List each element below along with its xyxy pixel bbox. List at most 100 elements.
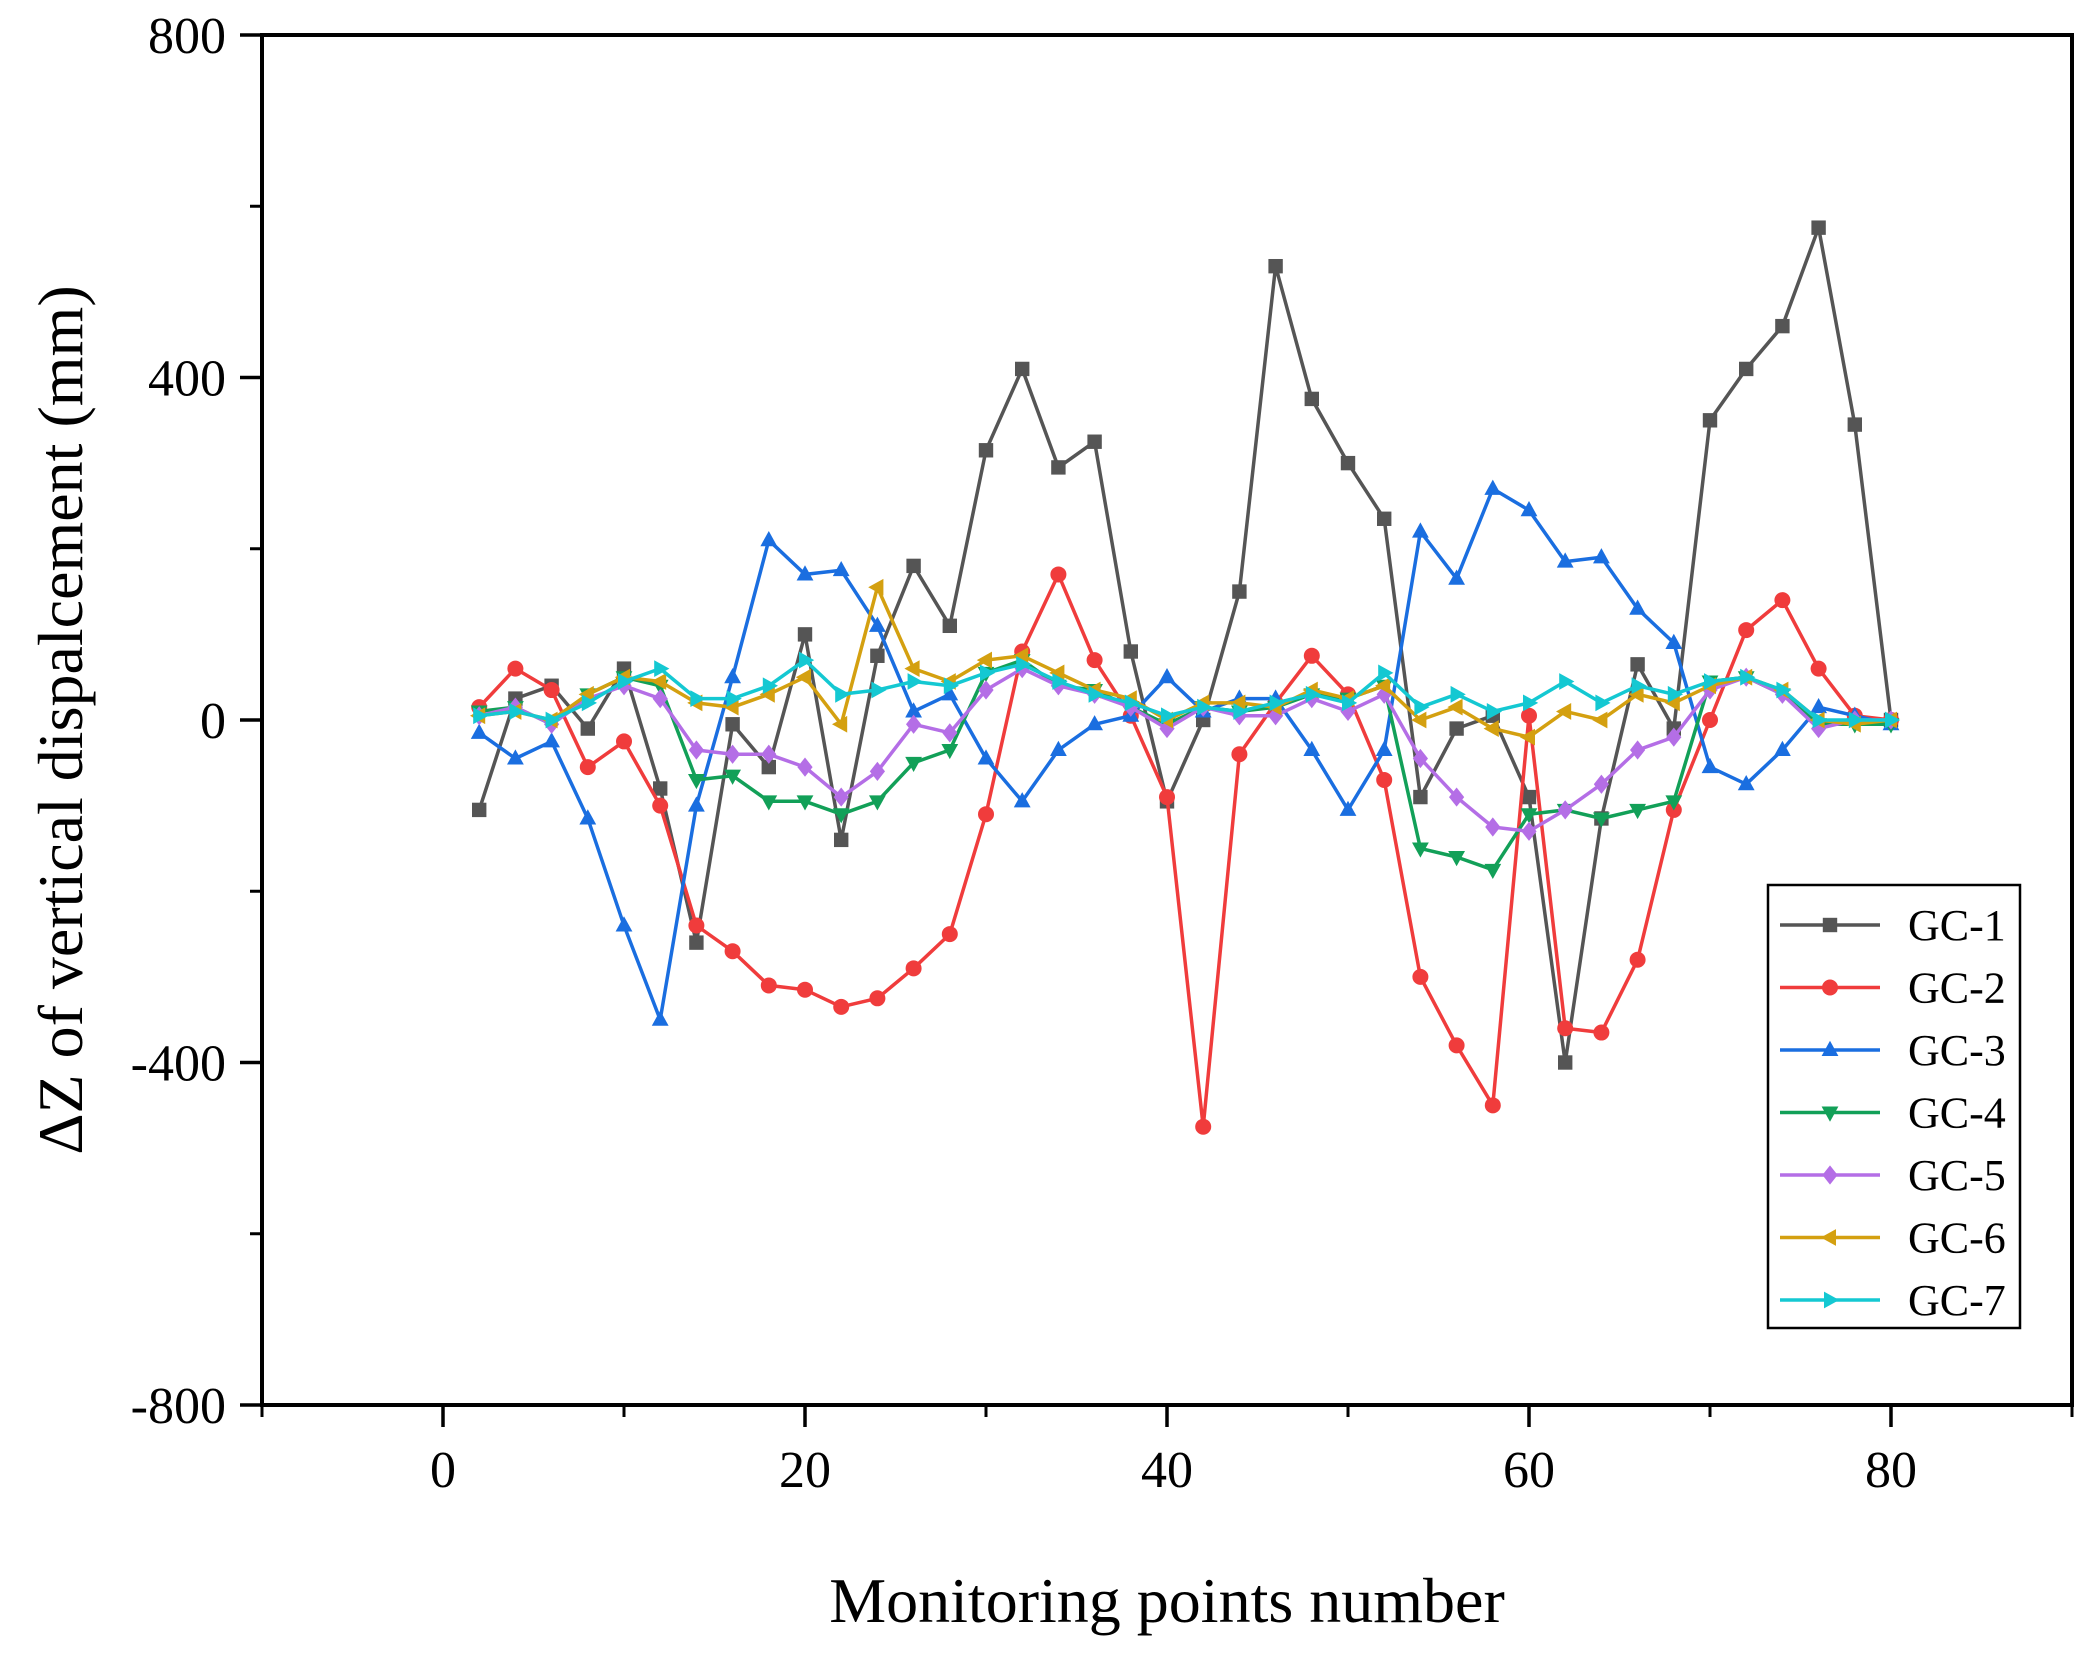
data-point-gc-6: [868, 578, 884, 596]
data-point-gc-1: [1051, 460, 1066, 475]
data-point-gc-7: [581, 694, 597, 712]
data-point-gc-2: [760, 977, 777, 994]
legend-item-gc-4: GC-4: [1780, 1089, 2006, 1138]
series-line-gc-7: [478, 658, 1891, 722]
legend: GC-1 GC-2 GC-3 GC-4 GC-5 GC-6 GC-7: [1766, 883, 2022, 1330]
data-point-gc-5: [1159, 718, 1175, 739]
y-tick-label: 400: [148, 351, 226, 408]
data-point-gc-1: [689, 935, 704, 950]
ticks-layer: 0 20 40 60 80 -800 -400 0 400 800: [131, 8, 2074, 1499]
data-point-gc-6: [759, 685, 775, 703]
legend-item-gc-3: GC-3: [1780, 1026, 2006, 1075]
data-point-gc-3: [543, 732, 560, 748]
data-point-gc-2: [1376, 771, 1393, 788]
data-point-gc-5: [725, 744, 741, 764]
data-point-gc-3: [1665, 633, 1683, 649]
data-point-gc-2: [1484, 1097, 1501, 1114]
data-point-gc-4: [1665, 795, 1683, 811]
data-point-gc-6: [832, 715, 848, 733]
series-line-gc-3: [478, 487, 1892, 1022]
legend-marker: [1822, 979, 1838, 996]
data-point-gc-2: [1303, 647, 1320, 664]
y-tick-label: -800: [131, 1378, 226, 1435]
data-point-gc-2: [1159, 789, 1175, 806]
series-line-gc-4: [478, 658, 1891, 872]
data-point-gc-7: [835, 685, 851, 703]
data-point-gc-1: [870, 648, 885, 663]
data-point-gc-7: [980, 664, 996, 682]
data-point-gc-7: [1378, 664, 1394, 682]
data-point-gc-7: [1161, 707, 1177, 725]
data-point-gc-3: [796, 565, 814, 581]
data-point-gc-1: [472, 802, 487, 818]
legend-item-gc-7: GC-7: [1780, 1276, 2006, 1325]
data-point-gc-7: [1559, 673, 1575, 690]
data-point-gc-2: [1521, 707, 1537, 724]
data-point-gc-1: [1123, 644, 1138, 659]
data-point-gc-6: [904, 660, 920, 678]
data-point-gc-7: [1016, 655, 1032, 673]
y-tick-label: 0: [200, 693, 226, 750]
data-point-gc-2: [1702, 712, 1718, 728]
data-point-gc-3: [1593, 548, 1610, 564]
data-point-gc-4: [1520, 808, 1538, 824]
data-point-gc-7: [1812, 711, 1828, 729]
data-point-gc-2: [1086, 652, 1103, 669]
legend-box: [1766, 883, 2022, 1330]
data-point-gc-5: [978, 680, 994, 700]
data-point-gc-7: [1450, 685, 1466, 703]
data-point-gc-6: [1013, 647, 1029, 665]
data-point-gc-7: [473, 707, 489, 725]
data-point-gc-2: [1448, 1037, 1465, 1054]
data-point-gc-3: [1520, 501, 1538, 517]
data-point-gc-6: [795, 668, 811, 686]
data-point-gc-1: [1630, 657, 1645, 672]
data-point-gc-4: [1629, 803, 1646, 820]
data-point-gc-1: [580, 721, 595, 736]
data-point-gc-3: [651, 1010, 669, 1026]
data-point-gc-3: [688, 796, 705, 812]
data-point-gc-1: [1775, 318, 1790, 334]
data-point-gc-5: [1485, 817, 1501, 837]
data-point-gc-5: [942, 723, 958, 743]
data-point-gc-4: [796, 795, 814, 811]
data-point-gc-1: [1232, 584, 1247, 599]
data-point-gc-7: [1740, 668, 1756, 686]
data-point-gc-6: [1664, 694, 1680, 712]
data-point-gc-1: [1449, 721, 1464, 736]
data-point-gc-7: [799, 651, 815, 669]
data-point-gc-1: [942, 618, 957, 634]
data-point-gc-1: [1702, 413, 1718, 428]
x-tick-label: 60: [1503, 1442, 1555, 1499]
data-point-gc-5: [1449, 787, 1465, 807]
data-point-gc-2: [905, 960, 922, 977]
data-point-gc-5: [833, 787, 849, 807]
legend-label: GC-7: [1908, 1276, 2006, 1325]
data-point-gc-3: [615, 916, 633, 932]
data-point-gc-3: [832, 560, 850, 577]
data-point-gc-7: [1414, 698, 1430, 716]
data-point-gc-2: [797, 981, 813, 998]
series-line-gc-5: [478, 666, 1891, 834]
data-point-gc-6: [1592, 711, 1608, 729]
series-gc-3: [470, 479, 1900, 1026]
data-point-gc-2: [652, 797, 669, 814]
data-point-gc-6: [1556, 703, 1572, 720]
data-point-gc-2: [978, 806, 994, 823]
data-point-gc-2: [579, 759, 596, 776]
data-point-gc-3: [1339, 800, 1357, 816]
data-point-gc-3: [869, 616, 886, 632]
data-point-gc-3: [1556, 552, 1574, 568]
data-point-gc-2: [507, 660, 524, 677]
data-point-gc-7: [1848, 711, 1864, 729]
data-point-gc-7: [1885, 711, 1901, 729]
data-point-gc-7: [1197, 698, 1213, 716]
data-point-gc-3: [905, 702, 922, 718]
data-point-gc-2: [1231, 746, 1248, 763]
data-point-gc-4: [1448, 851, 1465, 867]
data-point-gc-2: [869, 990, 886, 1007]
data-point-gc-3: [1412, 522, 1429, 538]
data-point-gc-4: [1484, 863, 1502, 880]
data-point-gc-5: [1521, 821, 1537, 841]
